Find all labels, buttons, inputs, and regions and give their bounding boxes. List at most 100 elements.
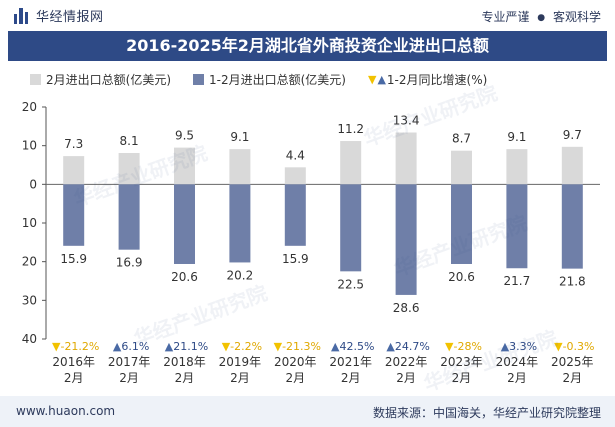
bar-feb bbox=[63, 156, 85, 185]
data-label-janfeb: 22.5 bbox=[337, 277, 364, 291]
x-tick-label: 2023年 bbox=[440, 355, 483, 369]
x-tick-label: 2月 bbox=[562, 371, 582, 385]
x-tick-label: 2月 bbox=[230, 371, 250, 385]
bar-feb bbox=[118, 153, 140, 185]
slogan-right: 客观科学 bbox=[552, 10, 601, 24]
data-label-janfeb: 20.6 bbox=[448, 270, 475, 284]
x-tick-label: 2018年 bbox=[163, 355, 206, 369]
bar-feb bbox=[174, 147, 195, 185]
triangle-up-icon: ▲ bbox=[501, 340, 510, 353]
yoy-value: -21.3% bbox=[282, 340, 321, 353]
data-label-janfeb: 15.9 bbox=[282, 252, 309, 266]
legend-label-janfeb: 1-2月进出口总额(亿美元) bbox=[209, 72, 346, 87]
yoy-label: ▼-2.2% bbox=[222, 340, 262, 353]
triangle-up-icon: ▲ bbox=[331, 340, 340, 353]
yoy-value: 24.7% bbox=[395, 340, 430, 353]
data-label-feb: 13.4 bbox=[393, 114, 420, 128]
triangle-up-icon: ▲ bbox=[165, 340, 174, 353]
legend-swatch-janfeb bbox=[193, 73, 204, 85]
legend-item-yoy: ▼ ▲ 1-2月同比增速(%) bbox=[368, 71, 487, 88]
x-tick-label: 2021年 bbox=[329, 355, 372, 369]
yoy-label: ▼-0.3% bbox=[554, 340, 594, 353]
bar-janfeb bbox=[284, 184, 306, 246]
chart-legend: 2月进出口总额(亿美元) 1-2月进出口总额(亿美元) ▼ ▲ 1-2月同比增速… bbox=[30, 70, 509, 88]
x-tick-label: 2月 bbox=[175, 371, 195, 385]
x-tick-label: 2024年 bbox=[496, 355, 539, 369]
x-tick-label: 2020年 bbox=[274, 355, 317, 369]
bar-logo-icon bbox=[14, 7, 28, 24]
bar-feb bbox=[229, 149, 251, 185]
triangle-down-icon: ▼ bbox=[52, 340, 61, 353]
yoy-value: -0.3% bbox=[563, 340, 595, 353]
data-label-janfeb: 28.6 bbox=[393, 301, 420, 315]
yoy-value: 42.5% bbox=[339, 340, 374, 353]
slogan-left: 专业严谨 bbox=[481, 10, 530, 24]
data-label-feb: 4.4 bbox=[286, 148, 305, 162]
yoy-value: 6.1% bbox=[121, 340, 149, 353]
slogan: 专业严谨 ● 客观科学 bbox=[481, 8, 601, 25]
yoy-label: ▼-28% bbox=[445, 340, 482, 353]
yoy-label: ▲3.3% bbox=[501, 340, 537, 353]
legend-label-yoy: 1-2月同比增速(%) bbox=[386, 72, 488, 87]
y-tick-label: 10 bbox=[22, 216, 37, 230]
yoy-value: -21.2% bbox=[60, 340, 99, 353]
yoy-value: 21.1% bbox=[173, 340, 208, 353]
data-label-feb: 9.7 bbox=[563, 128, 582, 142]
yoy-label: ▼-21.3% bbox=[274, 340, 321, 353]
x-tick-label: 2月 bbox=[507, 371, 527, 385]
x-tick-label: 2017年 bbox=[108, 355, 151, 369]
bar-janfeb bbox=[451, 184, 472, 264]
y-tick-label: 20 bbox=[22, 100, 37, 114]
data-label-janfeb: 16.9 bbox=[116, 256, 143, 270]
x-tick-label: 2月 bbox=[452, 371, 472, 385]
bar-janfeb bbox=[561, 184, 583, 269]
x-tick-label: 2025年 bbox=[551, 355, 594, 369]
data-label-feb: 9.1 bbox=[507, 130, 526, 144]
yoy-label: ▲24.7% bbox=[386, 340, 429, 353]
legend-swatch-feb bbox=[30, 73, 41, 85]
triangle-up-icon: ▲ bbox=[386, 340, 395, 353]
legend-item-janfeb: 1-2月进出口总额(亿美元) bbox=[193, 71, 346, 88]
y-tick-label: 10 bbox=[22, 139, 37, 153]
yoy-value: 3.3% bbox=[509, 340, 537, 353]
bar-feb bbox=[284, 167, 306, 185]
data-label-janfeb: 20.2 bbox=[227, 268, 254, 282]
data-label-feb: 8.7 bbox=[452, 132, 471, 146]
data-label-janfeb: 21.7 bbox=[504, 274, 531, 288]
brand: 华经情报网 bbox=[14, 6, 104, 25]
x-tick-label: 2月 bbox=[341, 371, 361, 385]
y-tick-label: 40 bbox=[22, 332, 37, 346]
yoy-value: -28% bbox=[454, 340, 482, 353]
yoy-label: ▼-21.2% bbox=[52, 340, 99, 353]
data-label-feb: 8.1 bbox=[120, 134, 139, 148]
triangle-up-icon: ▲ bbox=[377, 72, 386, 86]
data-label-feb: 9.1 bbox=[230, 130, 249, 144]
yoy-label: ▲6.1% bbox=[113, 340, 149, 353]
brand-name: 华经情报网 bbox=[36, 10, 104, 25]
bar-feb bbox=[561, 146, 583, 185]
x-tick-label: 2022年 bbox=[385, 355, 428, 369]
chart-plot: 20100102030407.315.9▼-21.2%2016年2月8.116.… bbox=[22, 100, 600, 385]
footer-bar: www.huaon.com 数据来源：中国海关，华经产业研究院整理 bbox=[0, 396, 615, 427]
data-label-janfeb: 21.8 bbox=[559, 275, 586, 289]
x-tick-label: 2月 bbox=[396, 371, 416, 385]
legend-item-feb: 2月进出口总额(亿美元) bbox=[30, 71, 171, 88]
yoy-value: -2.2% bbox=[230, 340, 262, 353]
bar-janfeb bbox=[174, 184, 195, 264]
bar-janfeb bbox=[63, 184, 85, 246]
x-tick-label: 2月 bbox=[119, 371, 139, 385]
triangle-down-icon: ▼ bbox=[554, 340, 563, 353]
bar-feb bbox=[340, 141, 362, 185]
site-url: www.huaon.com bbox=[16, 404, 116, 418]
bar-janfeb bbox=[506, 184, 528, 269]
bar-feb bbox=[395, 132, 417, 185]
x-tick-label: 2016年 bbox=[52, 355, 95, 369]
bar-feb bbox=[451, 150, 472, 185]
bar-janfeb bbox=[118, 184, 140, 250]
bar-janfeb bbox=[395, 184, 417, 295]
header-bar: 华经情报网 专业严谨 ● 客观科学 bbox=[0, 0, 615, 30]
yoy-label: ▲42.5% bbox=[331, 340, 374, 353]
data-label-janfeb: 15.9 bbox=[60, 252, 87, 266]
y-tick-label: 20 bbox=[22, 255, 37, 269]
data-label-feb: 11.2 bbox=[337, 122, 364, 136]
